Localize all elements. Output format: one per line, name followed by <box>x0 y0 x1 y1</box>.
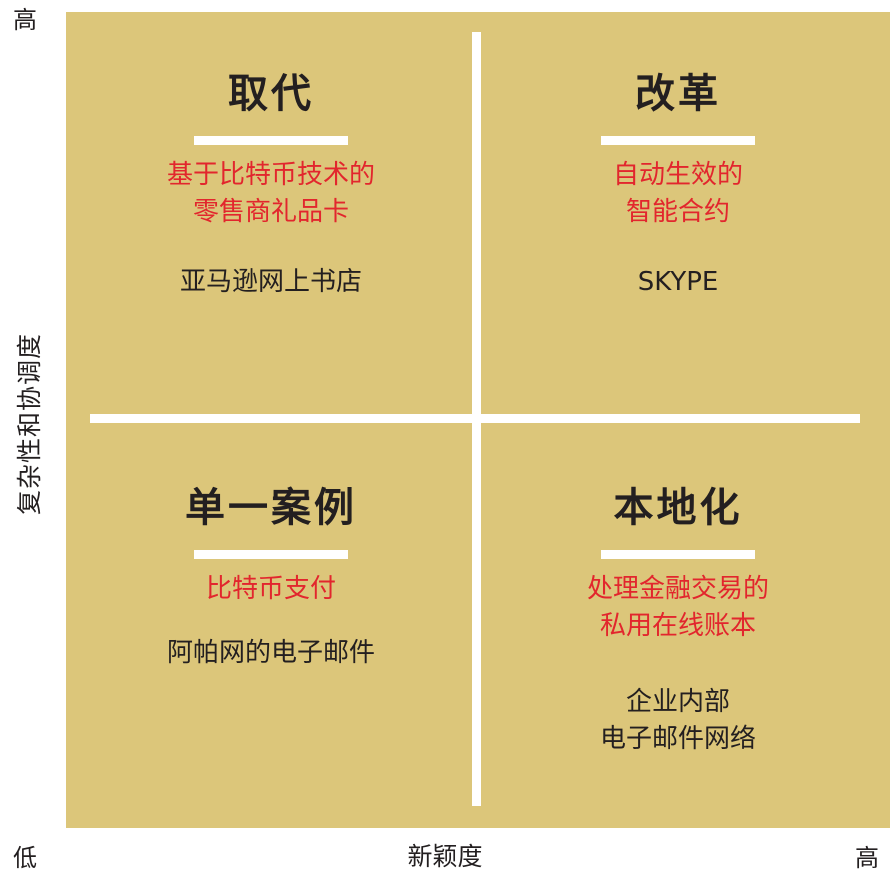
plain-example: 企业内部 电子邮件网络 <box>513 684 843 758</box>
plain-example: SKYPE <box>513 264 843 301</box>
highlight-line: 处理金融交易的 <box>586 574 769 604</box>
highlight-example: 比特币支付 <box>106 571 436 608</box>
highlight-example: 自动生效的 智能合约 <box>513 157 843 231</box>
x-axis-high-label: 高 <box>855 844 879 872</box>
highlight-line: 智能合约 <box>625 197 730 227</box>
plain-line: 阿帕网的电子邮件 <box>166 638 375 668</box>
y-axis-high-label: 高 <box>13 6 37 34</box>
plain-line: 企业内部 <box>625 687 730 717</box>
highlight-line: 自动生效的 <box>612 160 743 190</box>
quadrant-title: 本地化 <box>613 485 743 531</box>
plain-example: 亚马逊网上书店 <box>106 264 436 301</box>
plain-line: 亚马逊网上书店 <box>179 267 362 297</box>
quadrant-title: 改革 <box>635 71 721 117</box>
quadrant-top-right: 改革 自动生效的 智能合约 SKYPE <box>513 68 843 301</box>
highlight-line: 零售商礼品卡 <box>192 197 349 227</box>
title-underline <box>601 550 755 559</box>
quadrant-bottom-right: 本地化 处理金融交易的 私用在线账本 企业内部 电子邮件网络 <box>513 482 843 758</box>
quadrant-board: 取代 基于比特币技术的 零售商礼品卡 亚马逊网上书店 改革 自动生效的 智能合约… <box>66 12 890 828</box>
vertical-divider <box>472 32 481 806</box>
plain-example: 阿帕网的电子邮件 <box>106 635 436 672</box>
title-underline <box>601 136 755 145</box>
highlight-example: 基于比特币技术的 零售商礼品卡 <box>106 157 436 231</box>
plain-line: 电子邮件网络 <box>599 724 756 754</box>
quadrant-top-left: 取代 基于比特币技术的 零售商礼品卡 亚马逊网上书店 <box>106 68 436 301</box>
y-axis-title: 复杂性和协调度 <box>15 332 44 516</box>
quadrant-title: 取代 <box>228 71 314 117</box>
title-underline <box>194 136 348 145</box>
quadrant-title: 单一案例 <box>185 485 357 531</box>
highlight-line: 基于比特币技术的 <box>166 160 375 190</box>
x-axis-title: 新颖度 <box>407 842 483 871</box>
quadrant-bottom-left: 单一案例 比特币支付 阿帕网的电子邮件 <box>106 482 436 672</box>
highlight-example: 处理金融交易的 私用在线账本 <box>513 571 843 645</box>
plain-line: SKYPE <box>637 267 719 297</box>
highlight-line: 私用在线账本 <box>599 611 756 641</box>
x-axis-low-label: 低 <box>13 844 37 872</box>
highlight-line: 比特币支付 <box>205 574 336 604</box>
title-underline <box>194 550 348 559</box>
